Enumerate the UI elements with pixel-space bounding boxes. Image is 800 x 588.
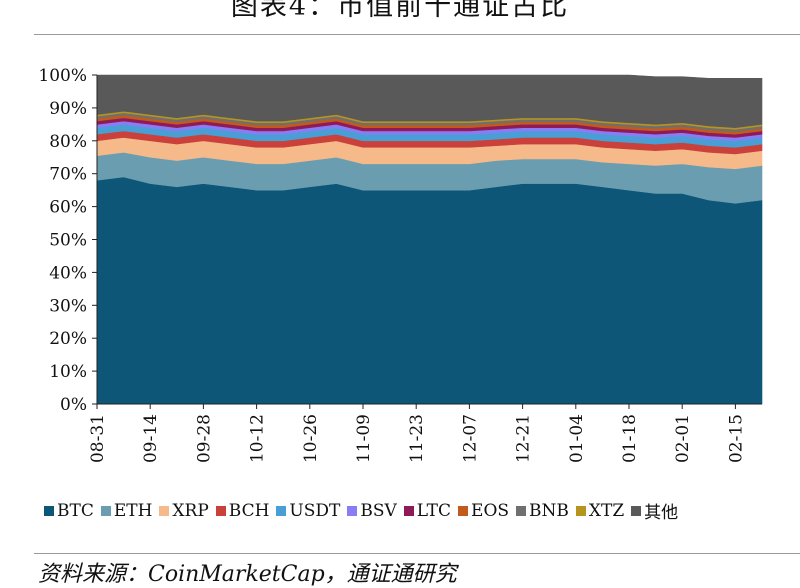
legend-swatch <box>159 505 170 516</box>
legend-label: LTC <box>416 500 452 521</box>
legend-label: XRP <box>172 500 209 521</box>
legend-item: BCH <box>215 500 270 521</box>
y-tick-label: 90% <box>49 99 87 119</box>
legend-label: BTC <box>57 500 94 521</box>
legend-label: BSV <box>360 500 397 521</box>
legend-swatch <box>347 505 358 516</box>
legend-item: BNB <box>516 501 569 521</box>
bottom-rule <box>34 553 800 554</box>
legend-swatch <box>44 505 54 516</box>
series-area-0 <box>96 176 763 405</box>
legend-label: 其他 <box>644 503 679 523</box>
legend-label: USDT <box>289 500 341 521</box>
x-tick-label: 02-15 <box>726 414 746 463</box>
y-tick-label: 70% <box>49 165 87 185</box>
legend-swatch <box>276 505 287 516</box>
legend-label: EOS <box>471 500 510 521</box>
source-note: 资料来源：CoinMarketCap，通证通研究 <box>38 562 457 587</box>
series-area-10 <box>96 74 763 128</box>
legend-label: BCH <box>228 500 270 521</box>
legend-label: ETH <box>113 500 153 521</box>
legend-swatch <box>215 505 226 516</box>
legend-item: LTC <box>403 500 452 521</box>
y-tick-label: 100% <box>38 66 87 86</box>
y-tick-label: 40% <box>49 263 87 283</box>
legend-swatch <box>631 505 642 516</box>
legend-item: 其他 <box>631 498 678 523</box>
x-tick-label: 09-28 <box>194 414 214 463</box>
top-rule <box>34 34 800 35</box>
x-tick-label: 12-21 <box>514 414 534 463</box>
y-tick-label: 30% <box>49 296 87 316</box>
legend-swatch <box>100 505 111 516</box>
legend-item: XRP <box>159 500 209 521</box>
y-tick-label: 60% <box>49 198 87 218</box>
legend-item: EOS <box>458 501 509 521</box>
legend-label: XTZ <box>588 500 625 521</box>
x-tick-label: 08-31 <box>88 414 108 463</box>
x-tick-label: 11-23 <box>407 414 427 463</box>
y-tick-label: 20% <box>49 329 87 349</box>
y-tick-label: 80% <box>49 132 87 152</box>
legend-swatch <box>403 505 414 516</box>
legend-swatch <box>458 505 469 516</box>
x-tick-label: 10-26 <box>301 414 321 463</box>
y-tick-label: 50% <box>49 231 87 251</box>
x-tick-label: 01-18 <box>620 414 640 463</box>
x-tick-label: 02-01 <box>673 414 693 463</box>
legend-item: BSV <box>347 500 397 521</box>
y-tick-label: 10% <box>49 362 87 382</box>
chart-title: 图表4：市值前十通证占比 <box>230 0 570 22</box>
y-tick-label: 0% <box>60 395 87 415</box>
legend-label: BNB <box>529 500 569 521</box>
chart-legend: BTC ETH XRP BCH USDT BSV LTC EOS BNB XTZ 其他 <box>44 498 685 523</box>
legend-swatch <box>575 505 586 516</box>
legend-item: USDT <box>276 501 340 521</box>
x-tick-label: 01-04 <box>567 414 587 463</box>
x-tick-label: 12-07 <box>460 414 480 463</box>
legend-item: BTC <box>44 501 94 521</box>
x-tick-label: 11-09 <box>354 414 374 463</box>
x-tick-label: 10-12 <box>248 414 268 463</box>
legend-item: ETH <box>100 500 153 521</box>
x-tick-label: 09-14 <box>141 414 161 463</box>
legend-item: XTZ <box>575 500 625 521</box>
legend-swatch <box>516 505 527 516</box>
stacked-area-chart: 0% 10% 20% 30% 40% 50% 60% 70% 80% 90% 100% 08-31 09… <box>38 66 763 463</box>
